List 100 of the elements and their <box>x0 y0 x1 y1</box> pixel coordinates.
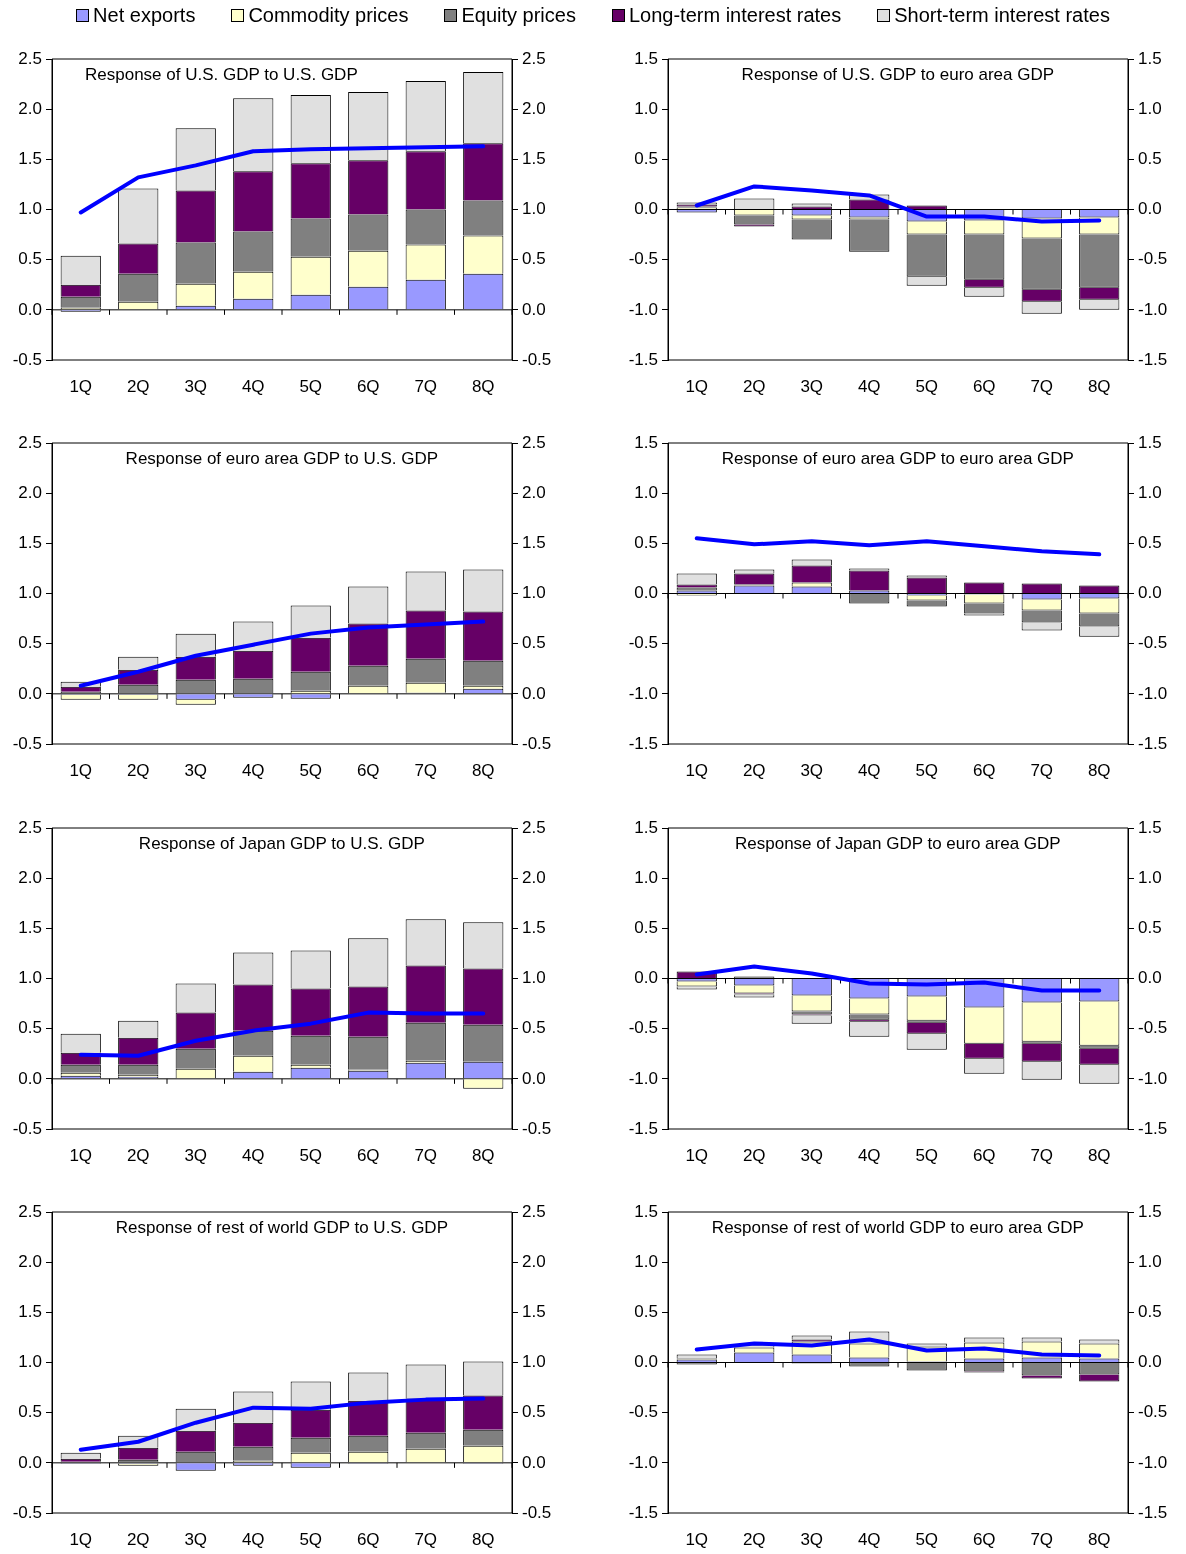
x-tick-label: 2Q <box>126 760 150 780</box>
y2-tick-label: 1.5 <box>1138 817 1162 837</box>
y2-tick-label: 1.0 <box>522 1352 546 1372</box>
x-tick-label: 7Q <box>1030 760 1054 780</box>
y-tick-label: 1.0 <box>634 98 658 118</box>
y2-tick-label: 2.0 <box>522 867 546 887</box>
y2-tick-label: 0.0 <box>1138 583 1162 603</box>
y2-tick-label: -1.5 <box>1138 733 1168 753</box>
y2-tick-label: 0.5 <box>522 1018 546 1038</box>
y2-tick-label: 0.0 <box>1138 968 1162 988</box>
x-tick-label: 4Q <box>857 1529 881 1549</box>
chart-title: Response of U.S. GDP to U.S. GDP <box>85 64 358 84</box>
y-tick-label: -0.5 <box>12 1118 42 1138</box>
y2-tick-label: 2.5 <box>522 432 546 452</box>
y-tick-label: 1.0 <box>634 867 658 887</box>
y-tick-label: -0.5 <box>12 349 42 369</box>
x-tick-label: 1Q <box>685 1145 709 1165</box>
y2-tick-label: 1.0 <box>522 199 546 219</box>
x-tick-label: 2Q <box>126 376 150 396</box>
y-tick-label: -0.5 <box>628 249 658 269</box>
y-tick-label: 1.5 <box>634 1201 658 1221</box>
y2-tick-label: 0.5 <box>1138 149 1162 169</box>
y2-tick-label: 1.0 <box>1138 482 1162 502</box>
y-tick-label: 1.5 <box>634 432 658 452</box>
x-tick-label: 8Q <box>1087 760 1111 780</box>
x-tick-label: 6Q <box>972 760 996 780</box>
y-tick-label: 1.0 <box>18 968 42 988</box>
x-tick-label: 1Q <box>69 1529 93 1549</box>
y2-tick-label: -1.5 <box>1138 1502 1168 1522</box>
y-tick-label: -1.0 <box>628 1068 658 1088</box>
x-tick-label: 3Q <box>184 376 208 396</box>
y-tick-label: 2.0 <box>18 482 42 502</box>
y2-tick-label: -0.5 <box>1138 1018 1168 1038</box>
y2-tick-label: -0.5 <box>522 1502 552 1522</box>
y2-tick-label: 0.0 <box>522 1068 546 1088</box>
y-tick-label: -0.5 <box>628 1402 658 1422</box>
x-tick-label: 4Q <box>241 1145 265 1165</box>
y2-tick-label: -1.0 <box>1138 299 1168 319</box>
y-tick-label: 0.0 <box>18 683 42 703</box>
y-tick-label: 2.5 <box>18 817 42 837</box>
x-tick-label: 2Q <box>742 1145 766 1165</box>
x-tick-label: 3Q <box>800 760 824 780</box>
chart-title: Response of rest of world GDP to U.S. GDP <box>115 1217 448 1237</box>
x-tick-label: 5Q <box>299 1529 323 1549</box>
y2-tick-label: 1.5 <box>522 1302 546 1322</box>
y2-tick-label: 0.5 <box>522 633 546 653</box>
y2-tick-label: 0.0 <box>1138 1352 1162 1372</box>
legend-label: Net exports <box>93 3 196 27</box>
x-tick-label: 8Q <box>1087 1145 1111 1165</box>
y2-tick-label: 1.5 <box>1138 432 1162 452</box>
x-tick-label: 7Q <box>414 376 438 396</box>
y2-tick-label: 2.0 <box>522 482 546 502</box>
chart-title: Response of Japan GDP to U.S. GDP <box>138 833 425 853</box>
legend-label: Short-term interest rates <box>894 3 1110 27</box>
y2-tick-label: 0.5 <box>1138 1302 1162 1322</box>
y-tick-label: 1.5 <box>634 817 658 837</box>
y2-tick-label: -0.5 <box>522 733 552 753</box>
y-tick-label: 0.5 <box>634 533 658 553</box>
x-tick-label: 6Q <box>972 1529 996 1549</box>
x-tick-label: 1Q <box>685 376 709 396</box>
y-tick-label: 1.5 <box>18 533 42 553</box>
y2-tick-label: -0.5 <box>1138 1402 1168 1422</box>
x-tick-label: 8Q <box>471 1145 495 1165</box>
y2-tick-label: -1.0 <box>1138 683 1168 703</box>
y-tick-label: -1.0 <box>628 299 658 319</box>
x-tick-label: 7Q <box>1030 1145 1054 1165</box>
x-tick-label: 5Q <box>915 1145 939 1165</box>
y-tick-label: 2.5 <box>18 432 42 452</box>
y-tick-label: 0.5 <box>634 149 658 169</box>
x-tick-label: 2Q <box>742 376 766 396</box>
y2-tick-label: 0.5 <box>522 1402 546 1422</box>
y2-tick-label: 1.0 <box>1138 98 1162 118</box>
x-tick-label: 1Q <box>685 1529 709 1549</box>
y2-tick-label: -0.5 <box>1138 633 1168 653</box>
y-tick-label: 1.5 <box>18 1302 42 1322</box>
y-tick-label: 0.0 <box>634 583 658 603</box>
y-tick-label: 0.0 <box>18 1068 42 1088</box>
x-tick-label: 6Q <box>972 1145 996 1165</box>
y-tick-label: 1.5 <box>18 918 42 938</box>
x-tick-label: 7Q <box>1030 1529 1054 1549</box>
y-tick-label: -0.5 <box>12 1502 42 1522</box>
y2-tick-label: 0.5 <box>1138 533 1162 553</box>
legend-label: Equity prices <box>461 3 576 27</box>
y-tick-label: 0.5 <box>634 918 658 938</box>
y-tick-label: -1.5 <box>628 733 658 753</box>
y-tick-label: 1.0 <box>18 1352 42 1372</box>
y-tick-label: 0.5 <box>634 1302 658 1322</box>
y2-tick-label: 2.5 <box>522 817 546 837</box>
x-tick-label: 6Q <box>356 376 380 396</box>
x-tick-label: 5Q <box>299 1145 323 1165</box>
y-tick-label: 0.0 <box>634 199 658 219</box>
y2-tick-label: 0.0 <box>522 299 546 319</box>
y2-tick-label: -1.0 <box>1138 1068 1168 1088</box>
x-tick-label: 7Q <box>1030 376 1054 396</box>
x-tick-label: 2Q <box>126 1145 150 1165</box>
x-tick-label: 4Q <box>857 760 881 780</box>
y2-tick-label: 1.0 <box>1138 867 1162 887</box>
x-tick-label: 6Q <box>356 1145 380 1165</box>
y-tick-label: 0.5 <box>18 633 42 653</box>
y2-tick-label: -0.5 <box>522 349 552 369</box>
